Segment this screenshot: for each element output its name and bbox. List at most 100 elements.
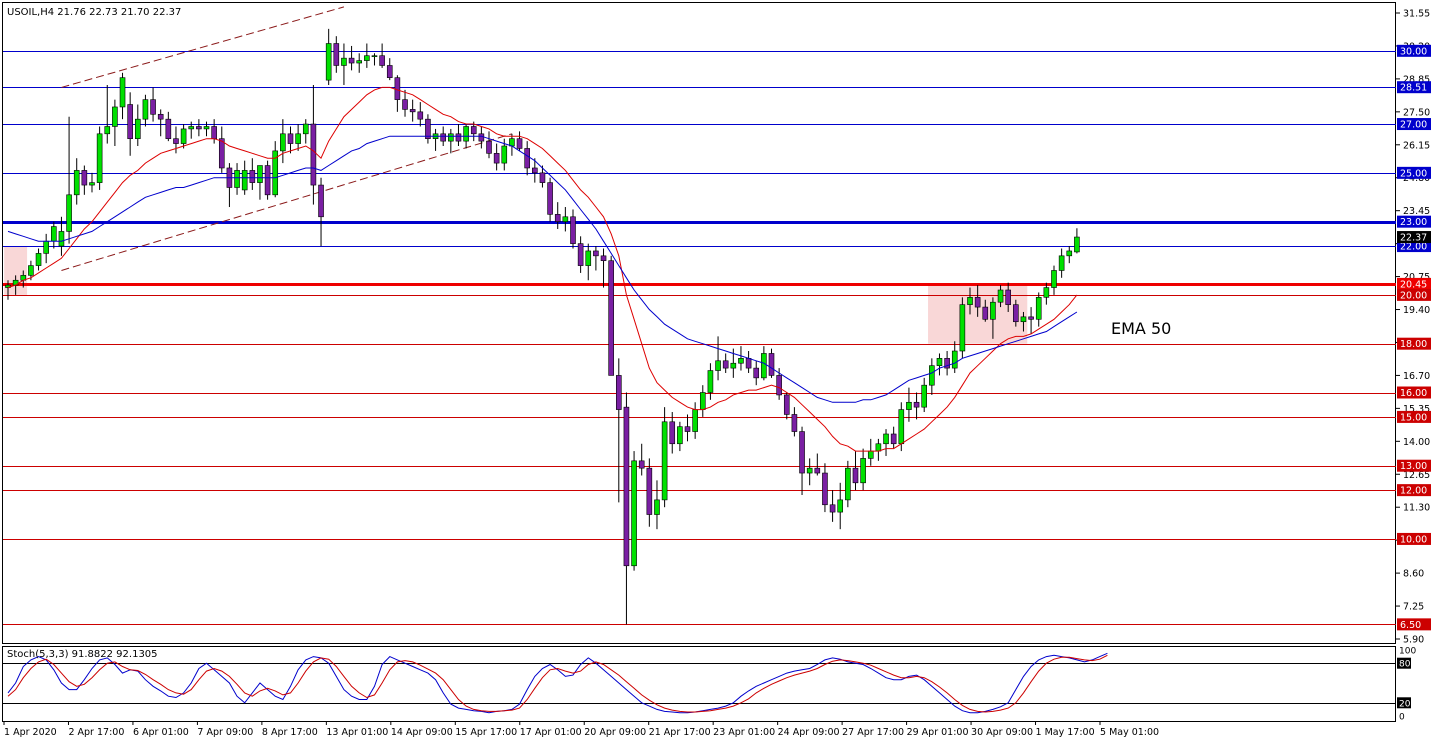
- level-label-text: 25.00: [1400, 168, 1427, 179]
- candle-body: [730, 362, 737, 369]
- candle: [341, 43, 347, 85]
- candle: [386, 58, 393, 81]
- candle-body: [112, 106, 118, 127]
- candle: [959, 297, 966, 359]
- candle-body: [89, 182, 95, 186]
- stochastic-lines: [7, 652, 1108, 714]
- candle: [585, 243, 592, 281]
- price-tick-label: 5.90: [1403, 635, 1424, 646]
- candle-body: [1020, 316, 1027, 323]
- candle: [112, 99, 118, 147]
- candle-body: [722, 360, 729, 369]
- price-tick-label: 15.35: [1403, 404, 1430, 415]
- candle: [1013, 299, 1019, 327]
- candle: [997, 285, 1004, 308]
- candle: [425, 114, 431, 144]
- price-tick-label: 27.50: [1403, 107, 1430, 118]
- candle: [562, 207, 569, 232]
- chart-title: USOIL,H4 21.76 22.73 21.70 22.37: [7, 7, 181, 18]
- level-label-bg: [1397, 215, 1431, 228]
- candle: [745, 351, 752, 373]
- candle-body: [234, 170, 240, 188]
- candle: [837, 482, 844, 530]
- price-tick-label: 14.00: [1403, 437, 1430, 448]
- candle-body: [386, 65, 393, 78]
- candle: [1058, 248, 1065, 278]
- candle-body: [1058, 255, 1065, 271]
- level-label-bg: [1397, 386, 1431, 399]
- candle: [1043, 282, 1050, 305]
- candle: [455, 124, 462, 147]
- candle-body: [402, 99, 408, 110]
- price-tick-label: 16.70: [1403, 371, 1430, 382]
- candle-body: [967, 297, 973, 305]
- level-label-text: 16.00: [1400, 388, 1427, 399]
- stochastic-pane[interactable]: 100 80 20 0 Stoch(5,3,3) 91.8822 92.1305: [2, 646, 1417, 723]
- candle-body: [448, 133, 454, 142]
- candle: [936, 353, 943, 376]
- candle: [104, 84, 111, 144]
- moving-averages: [7, 86, 1078, 452]
- candle-body: [776, 375, 782, 396]
- candle-body: [1074, 236, 1080, 253]
- candle: [157, 109, 164, 137]
- candle-body: [638, 460, 645, 469]
- candle: [486, 131, 492, 159]
- stochastic-main-line: [7, 652, 1108, 714]
- level-label-bg: [1397, 288, 1431, 301]
- candle-body: [1043, 287, 1050, 298]
- candle-body: [28, 265, 34, 276]
- candle-body: [66, 194, 72, 232]
- candle: [1028, 307, 1034, 334]
- candle: [493, 143, 500, 171]
- candle: [692, 402, 698, 439]
- level-label-bg: [1397, 337, 1431, 350]
- trend-lines[interactable]: [61, 6, 513, 271]
- stochastic-tick-label: 0: [1399, 713, 1405, 723]
- channel-trend-line[interactable]: [61, 6, 345, 88]
- level-label: 27.00: [1397, 118, 1431, 131]
- level-label: 13.00: [1397, 459, 1431, 472]
- candle-body: [944, 358, 950, 369]
- candle: [226, 163, 233, 208]
- candle-body: [310, 123, 317, 186]
- highlight-boxes: [4, 246, 1028, 344]
- price-tick-label: 19.40: [1403, 305, 1430, 316]
- candle: [951, 341, 958, 373]
- candle: [180, 124, 187, 149]
- level-label: 22.00: [1397, 240, 1431, 253]
- level-label-bg: [1397, 277, 1431, 290]
- candle: [669, 412, 676, 454]
- candle-body: [371, 55, 378, 58]
- price-tick-label: 8.60: [1403, 569, 1424, 580]
- candle: [829, 490, 836, 522]
- candle-body: [455, 133, 462, 142]
- candle-body: [43, 240, 49, 254]
- candle: [119, 72, 126, 120]
- level-label-bg: [1397, 166, 1431, 179]
- candle-body: [654, 499, 660, 515]
- candle-body: [104, 126, 111, 135]
- price-axis[interactable]: 31.5530.2028.8527.5026.1524.8023.4522.10…: [1396, 9, 1430, 646]
- candle-body: [883, 433, 889, 445]
- candle-body: [585, 250, 592, 266]
- candle-body: [921, 384, 928, 408]
- candle: [379, 43, 385, 68]
- main-pane[interactable]: 31.5530.2028.8527.5026.1524.8023.4522.10…: [2, 2, 1432, 646]
- candle-body: [203, 126, 210, 130]
- candle: [257, 165, 263, 200]
- level-label-bg: [1397, 240, 1431, 253]
- candle: [715, 336, 721, 381]
- candle: [646, 458, 653, 527]
- ema-fast-line: [7, 86, 1078, 452]
- candle-body: [501, 145, 508, 164]
- time-axis[interactable]: 1 Apr 2020 2 Apr 17:00 6 Apr 01:00 7 Apr 09…: [3, 721, 1159, 738]
- horizontal-levels[interactable]: [3, 51, 1396, 625]
- channel-trend-line[interactable]: [61, 133, 513, 271]
- candle-body: [814, 467, 821, 474]
- candle: [43, 233, 49, 264]
- candle-body: [1028, 316, 1034, 320]
- level-label: 20.00: [1397, 288, 1431, 301]
- candle: [272, 141, 279, 198]
